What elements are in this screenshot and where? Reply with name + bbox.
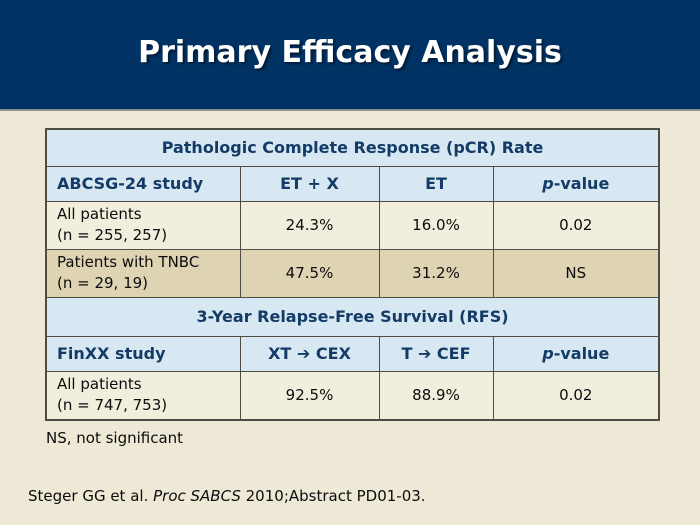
pcr-section-title: Pathologic Complete Response (pCR) Rate	[45, 128, 660, 167]
efficacy-results-table: Pathologic Complete Response (pCR) Rate …	[45, 128, 661, 421]
citation-prefix: Steger GG et al.	[28, 487, 154, 505]
table-row: All patients (n = 747, 753) 92.5% 88.9% …	[45, 370, 660, 421]
footnote-ns: NS, not significant	[46, 429, 184, 447]
pvalue-p-letter: p	[542, 344, 554, 363]
row-label-line2: (n = 255, 257)	[57, 226, 168, 244]
rfs-study-name: FinXX study	[45, 335, 241, 372]
pcr-study-name: ABCSG-24 study	[45, 165, 241, 202]
rfs-section-title: 3-Year Relapse-Free Survival (RFS)	[45, 296, 660, 337]
pvalue-rest: -value	[553, 174, 610, 193]
pvalue-cell: 0.02	[492, 370, 660, 421]
row-label-cell: Patients with TNBC (n = 29, 19)	[45, 248, 241, 298]
pcr-section-header-row: Pathologic Complete Response (pCR) Rate	[45, 128, 660, 167]
row-label-cell: All patients (n = 747, 753)	[45, 370, 241, 421]
pvalue-cell: NS	[492, 248, 660, 298]
rfs-section-header-row: 3-Year Relapse-Free Survival (RFS)	[45, 296, 660, 337]
slide-title: Primary Efficacy Analysis	[138, 35, 562, 70]
value-cell: 47.5%	[239, 248, 380, 298]
table-row: All patients (n = 255, 257) 24.3% 16.0% …	[45, 200, 660, 250]
row-label-line1: Patients with TNBC	[57, 253, 200, 271]
row-label-line1: All patients	[57, 205, 142, 223]
pvalue-p-letter: p	[542, 174, 554, 193]
row-label-line2: (n = 747, 753)	[57, 396, 168, 415]
rfs-arm2-header: T ➔ CEF	[378, 335, 494, 372]
pvalue-rest: -value	[553, 344, 610, 363]
value-cell: 92.5%	[239, 370, 380, 421]
citation: Steger GG et al. Proc SABCS 2010;Abstrac…	[28, 487, 426, 505]
rfs-pvalue-header: p-value	[492, 335, 660, 372]
value-cell: 88.9%	[378, 370, 494, 421]
pcr-pvalue-header: p-value	[492, 165, 660, 202]
row-label-line2: (n = 29, 19)	[57, 274, 149, 292]
slide-title-bar: Primary Efficacy Analysis	[0, 0, 700, 111]
table-row: Patients with TNBC (n = 29, 19) 47.5% 31…	[45, 248, 660, 298]
pcr-column-header-row: ABCSG-24 study ET + X ET p-value	[45, 165, 660, 202]
row-label-line1: All patients	[57, 375, 142, 394]
citation-suffix: 2010;Abstract PD01-03.	[240, 487, 426, 505]
value-cell: 24.3%	[239, 200, 380, 250]
citation-journal: Proc SABCS	[153, 487, 241, 505]
pvalue-cell: 0.02	[492, 200, 660, 250]
value-cell: 31.2%	[378, 248, 494, 298]
pcr-arm2-header: ET	[378, 165, 494, 202]
row-label-cell: All patients (n = 255, 257)	[45, 200, 241, 250]
pcr-arm1-header: ET + X	[239, 165, 380, 202]
rfs-arm1-header: XT ➔ CEX	[239, 335, 380, 372]
value-cell: 16.0%	[378, 200, 494, 250]
rfs-column-header-row: FinXX study XT ➔ CEX T ➔ CEF p-value	[45, 335, 660, 372]
